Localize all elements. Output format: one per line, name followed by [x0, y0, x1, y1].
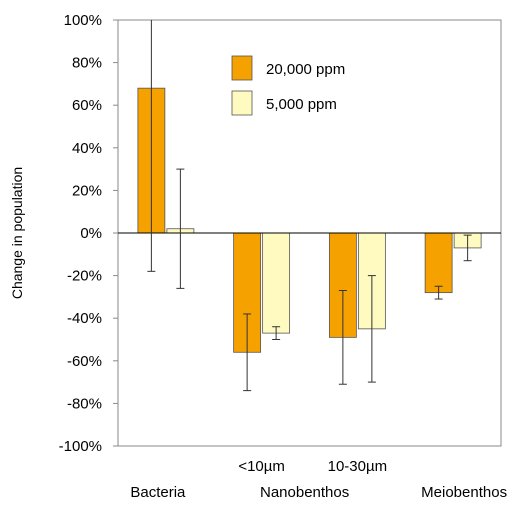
- x-category-label: Bacteria: [130, 484, 186, 501]
- y-tick-label: -20%: [67, 268, 102, 285]
- y-tick-label: -40%: [67, 310, 102, 327]
- bar: [262, 232, 291, 334]
- legend-swatch: [231, 55, 253, 81]
- x-tick-label: <10µm: [238, 458, 285, 475]
- legend: 20,000 ppm 5,000 ppm: [231, 55, 345, 116]
- bar: [424, 232, 453, 294]
- y-tick-label: 20%: [72, 182, 102, 199]
- x-category-label: Meiobenthos: [421, 484, 507, 501]
- y-tick-label: 80%: [72, 55, 102, 72]
- y-tick-label: 60%: [72, 97, 102, 114]
- legend-swatch: [231, 90, 253, 116]
- bar: [328, 232, 357, 338]
- error-bars: [147, 20, 472, 392]
- y-tick-label: -60%: [67, 353, 102, 370]
- y-tick-label: -80%: [67, 395, 102, 412]
- x-tick-label: 10-30µm: [328, 458, 388, 475]
- y-tick-label: -100%: [59, 438, 102, 455]
- y-tick-label: 100%: [64, 12, 102, 29]
- y-axis: 100% 80% 60% 40% 20% 0% -20% -40% -60% -80% -100%: [59, 12, 118, 455]
- y-tick-label: 0%: [80, 225, 102, 242]
- legend-label: 5,000 ppm: [266, 96, 337, 113]
- x-category-label: Nanobenthos: [260, 484, 349, 501]
- y-axis-title: Change in population: [9, 167, 25, 299]
- x-axis: <10µm 10-30µm Bacteria Nanobenthos Meiobenth…: [130, 458, 507, 501]
- y-tick-label: 40%: [72, 140, 102, 157]
- legend-label: 20,000 ppm: [266, 61, 345, 78]
